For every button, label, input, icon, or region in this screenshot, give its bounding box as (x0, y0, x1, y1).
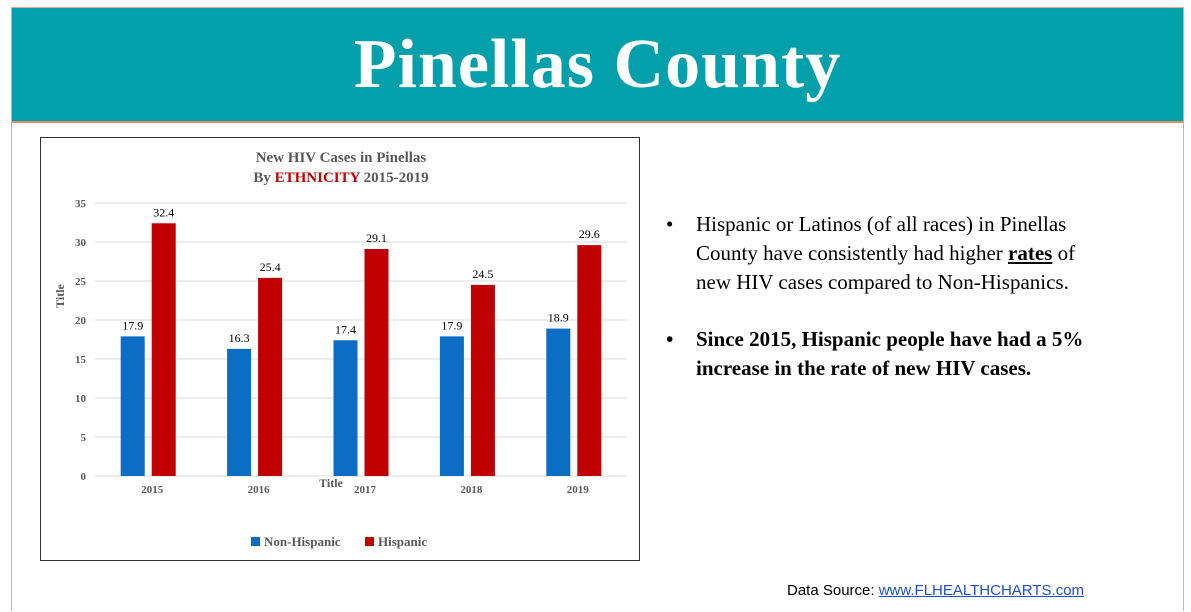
chart-bars (120, 223, 602, 476)
data-label: 17.9 (122, 318, 143, 332)
data-source-label: Data Source: (787, 582, 879, 599)
bullet-text-increase: Since 2015, Hispanic people have had a 5… (696, 327, 1084, 380)
bullet-item-increase: • Since 2015, Hispanic people have had a… (666, 325, 1096, 383)
bar-non-hispanic (227, 348, 252, 476)
x-tick-label: 2015 (141, 484, 164, 496)
bullet-emphasis-rates: rates (1008, 241, 1053, 265)
y-tick-label: 10 (75, 393, 87, 405)
data-label: 29.1 (366, 231, 387, 245)
data-labels: 17.9 32.4 16.3 25.4 17.4 29.1 17.9 24.5 18.9 29.6 (122, 205, 600, 345)
y-tick-label: 35 (75, 198, 87, 210)
data-source-link[interactable]: www.FLHEALTHCHARTS.com (878, 582, 1085, 599)
data-source: Data Source: www.FLHEALTHCHARTS.com (787, 582, 1084, 599)
chart-container: New HIV Cases in Pinellas By ETHNICITY 2… (40, 137, 640, 561)
data-label: 17.4 (335, 322, 356, 336)
y-tick-label: 5 (81, 432, 87, 444)
y-axis-ticks: 0 5 10 15 20 25 30 35 (75, 198, 87, 483)
y-axis-title: Title (53, 283, 67, 307)
y-tick-label: 20 (75, 315, 87, 327)
data-label: 24.5 (472, 267, 493, 281)
chart-title-prefix: By (253, 170, 274, 186)
data-label: 29.6 (579, 227, 600, 241)
legend-label: Hispanic (378, 534, 427, 549)
bar-non-hispanic (333, 340, 358, 476)
bar-non-hispanic (120, 336, 145, 476)
chart-legend: Non-Hispanic Hispanic (251, 534, 427, 549)
page-title: Pinellas County (353, 25, 842, 103)
x-tick-label: 2016 (248, 484, 271, 496)
data-label: 25.4 (260, 260, 281, 274)
y-tick-label: 15 (75, 354, 87, 366)
data-label: 16.3 (229, 331, 250, 345)
data-label: 17.9 (441, 318, 462, 332)
x-tick-label: 2018 (460, 484, 483, 496)
legend-label: Non-Hispanic (264, 534, 341, 549)
bar-non-hispanic (546, 328, 571, 476)
y-tick-label: 0 (81, 471, 87, 483)
y-tick-label: 30 (75, 237, 87, 249)
title-banner: Pinellas County (12, 8, 1183, 123)
bullet-item-rates: • Hispanic or Latinos (of all races) in … (666, 210, 1096, 297)
legend-swatch-non-hispanic (251, 537, 260, 546)
bar-non-hispanic (439, 336, 464, 476)
chart-title-highlight: ETHNICITY (275, 170, 361, 186)
bullet-dot-icon: • (666, 327, 674, 351)
chart-title-suffix: 2015-2019 (360, 170, 429, 186)
chart-gridlines (95, 202, 627, 477)
x-tick-label: 2019 (567, 484, 590, 496)
y-tick-label: 25 (75, 276, 87, 288)
bar-chart: New HIV Cases in Pinellas By ETHNICITY 2… (53, 150, 627, 549)
chart-title-line2: By ETHNICITY 2015-2019 (253, 170, 428, 186)
data-label: 18.9 (548, 311, 569, 325)
bar-hispanic (151, 223, 176, 476)
bar-hispanic (577, 245, 602, 476)
legend-swatch-hispanic (365, 537, 374, 546)
bullet-list: • Hispanic or Latinos (of all races) in … (666, 210, 1096, 411)
x-tick-label: 2017 (354, 484, 377, 496)
chart-title-line1: New HIV Cases in Pinellas (256, 150, 427, 166)
bullet-dot-icon: • (666, 212, 674, 236)
bullet-text-before: Hispanic or Latinos (of all races) in Pi… (696, 212, 1067, 265)
bar-hispanic (470, 284, 495, 476)
data-label: 32.4 (153, 205, 174, 219)
slide-frame (11, 7, 1184, 611)
x-axis-ticks: 2015 2016 2017 2018 2019 (141, 484, 589, 496)
bar-hispanic (258, 277, 283, 476)
x-axis-title: Title (319, 476, 343, 490)
bullet-text-after: of new HIV cases compared to Non-Hispani… (696, 241, 1076, 294)
bar-hispanic (364, 249, 389, 476)
